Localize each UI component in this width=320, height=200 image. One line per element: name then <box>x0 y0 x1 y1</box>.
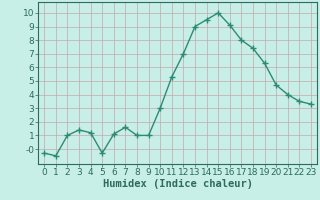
X-axis label: Humidex (Indice chaleur): Humidex (Indice chaleur) <box>103 179 252 189</box>
